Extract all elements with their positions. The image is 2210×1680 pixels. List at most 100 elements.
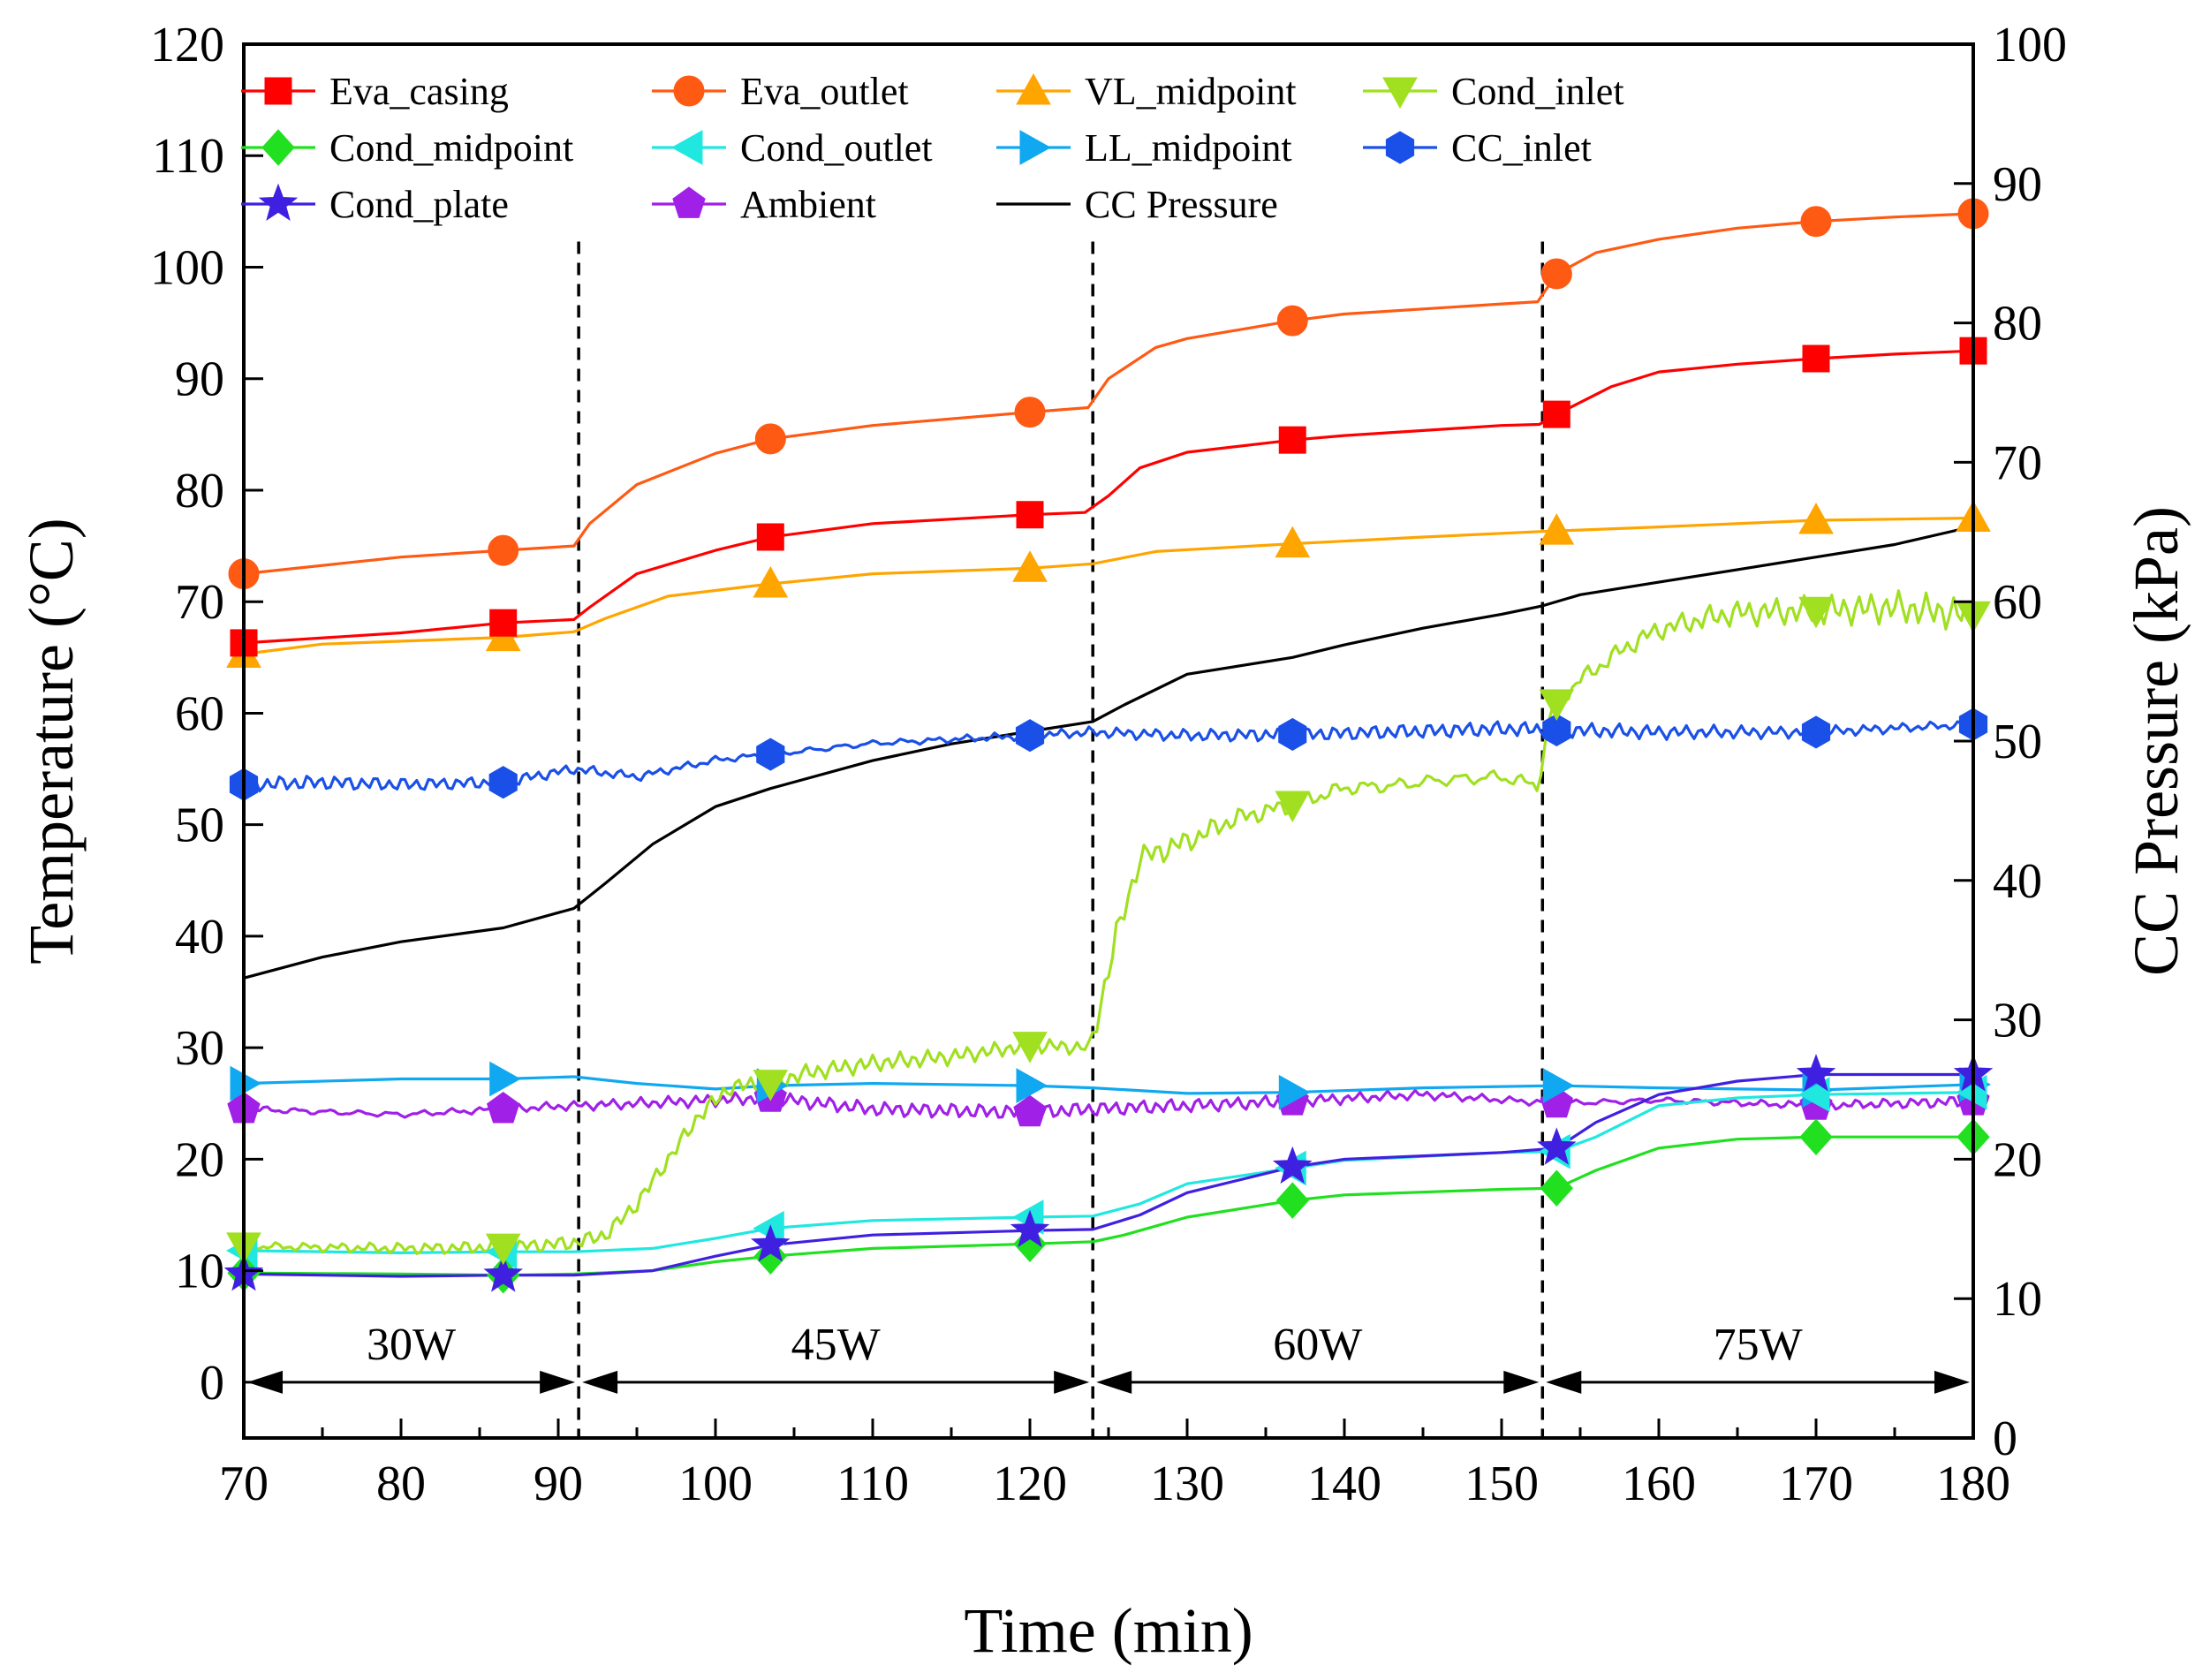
marker-cond-inlet: [1798, 596, 1834, 629]
legend-label: VL_midpoint: [1085, 70, 1297, 113]
y-tick-label: 20: [175, 1132, 224, 1187]
marker-eva-casing: [1278, 426, 1306, 454]
marker-cond-inlet: [485, 1233, 521, 1266]
marker-eva-outlet: [488, 534, 519, 566]
x-tick-label: 80: [376, 1457, 426, 1511]
marker-cond-plate: [751, 1224, 791, 1262]
marker-eva-outlet: [1276, 305, 1308, 337]
y-tick-label: 50: [175, 798, 224, 853]
legend-entry-cc-inlet: CC_inlet: [1363, 126, 1592, 170]
y-tick-label: 90: [175, 352, 224, 407]
legend-label: Ambient: [740, 183, 876, 226]
y2-tick-label: 80: [1993, 297, 2042, 352]
phase-arrowhead-left: [1096, 1370, 1132, 1394]
series-line-eva-casing: [243, 349, 1974, 645]
x-axis-title: Time (min): [964, 1595, 1253, 1666]
legend-entry-cond-inlet: Cond_inlet: [1363, 70, 1624, 113]
legend-entry-vl-midpoint: VL_midpoint: [996, 70, 1297, 113]
y-tick-label: 120: [150, 18, 224, 72]
legend-label: Eva_casing: [329, 70, 509, 113]
y2-tick-label: 40: [1993, 854, 2042, 909]
x-tick-label: 130: [1150, 1457, 1224, 1511]
legend-marker: [1382, 77, 1418, 110]
legend-marker: [1019, 130, 1052, 165]
phase-divider-lines: [577, 241, 1545, 1438]
axis-ticks: 70 80 90 100 110 120 130 140 150 160 170 1800102030…: [150, 18, 2067, 1511]
marker-vl-midpoint: [1539, 513, 1575, 545]
legend-marker: [673, 75, 705, 107]
marker-cond-inlet: [1275, 791, 1311, 823]
legend: Eva_casing Eva_outlet VL_midpoint Cond_inle…: [241, 70, 1624, 226]
marker-cond-inlet: [1539, 689, 1575, 721]
legend-entry-ambient: Ambient: [652, 183, 876, 226]
legend-label: Cond_midpoint: [329, 126, 573, 170]
y2-tick-label: 0: [1993, 1411, 2017, 1466]
marker-cond-plate: [1272, 1146, 1313, 1184]
marker-eva-casing: [756, 523, 784, 551]
marker-vl-midpoint: [1012, 550, 1048, 582]
legend-marker: [1385, 131, 1415, 164]
legend-label: Cond_plate: [329, 183, 509, 226]
marker-ll-midpoint: [489, 1061, 521, 1097]
legend-marker: [672, 186, 706, 218]
marker-cc-inlet: [1015, 719, 1045, 753]
x-tick-label: 100: [678, 1457, 753, 1511]
marker-cc-inlet: [1801, 715, 1831, 749]
series-markers: [223, 198, 1994, 1294]
marker-cond-plate: [1796, 1054, 1836, 1092]
marker-cond-midpoint: [1799, 1118, 1833, 1155]
x-tick-label: 150: [1465, 1457, 1539, 1511]
legend-marker: [670, 130, 703, 165]
phase-label-45w: 45W: [791, 1320, 881, 1370]
marker-cond-plate: [1537, 1127, 1577, 1165]
marker-cond-inlet: [753, 1070, 789, 1101]
legend-marker: [1016, 72, 1051, 105]
series-line-cond-plate: [243, 1072, 1973, 1278]
y-tick-label: 30: [175, 1021, 224, 1076]
marker-eva-outlet: [1540, 258, 1572, 290]
marker-vl-midpoint: [753, 565, 789, 598]
marker-eva-outlet: [1014, 397, 1046, 428]
y-tick-label: 70: [175, 575, 224, 630]
x-tick-label: 170: [1779, 1457, 1853, 1511]
marker-vl-midpoint: [1798, 502, 1834, 534]
phase-arrowhead-left: [247, 1370, 283, 1394]
series-line-cond-outlet: [243, 1091, 1974, 1254]
legend-label: CC Pressure: [1085, 183, 1278, 226]
x-tick-label: 70: [219, 1457, 269, 1511]
marker-ambient: [487, 1091, 520, 1124]
legend-label: LL_midpoint: [1085, 126, 1292, 170]
marker-cond-plate: [483, 1254, 523, 1292]
phase-arrowhead-left: [582, 1370, 618, 1394]
marker-cond-midpoint: [1275, 1182, 1309, 1219]
legend-entry-cond-plate: Cond_plate: [241, 183, 509, 226]
legend-marker: [264, 77, 292, 105]
legend-entry-eva-casing: Eva_casing: [241, 70, 509, 113]
marker-eva-outlet: [1800, 206, 1832, 238]
y-tick-label: 100: [150, 240, 224, 295]
y2-tick-label: 30: [1993, 994, 2042, 1048]
phase-arrowhead-right: [1503, 1370, 1540, 1394]
y2-tick-label: 90: [1993, 157, 2042, 212]
y2-axis-title: CC Pressure (kPa): [2121, 506, 2191, 976]
phase-arrowhead-right: [540, 1370, 576, 1394]
x-tick-label: 180: [1936, 1457, 2010, 1511]
phase-arrowhead-right: [1054, 1370, 1090, 1394]
x-tick-label: 110: [836, 1457, 909, 1511]
phase-label-75w: 75W: [1714, 1320, 1803, 1370]
marker-cc-inlet: [1278, 717, 1307, 751]
marker-eva-casing: [489, 609, 518, 637]
marker-ll-midpoint: [1016, 1068, 1048, 1103]
phase-label-30w: 30W: [367, 1320, 456, 1370]
marker-eva-casing: [1542, 400, 1570, 428]
x-tick-label: 160: [1622, 1457, 1696, 1511]
series-line-eva-outlet: [243, 212, 1974, 576]
marker-cc-inlet: [1542, 713, 1571, 746]
y-tick-label: 10: [175, 1245, 224, 1299]
marker-cond-inlet: [1012, 1032, 1048, 1063]
marker-ambient: [1013, 1094, 1047, 1127]
marker-cond-midpoint: [1540, 1169, 1573, 1207]
legend-marker: [258, 183, 299, 221]
